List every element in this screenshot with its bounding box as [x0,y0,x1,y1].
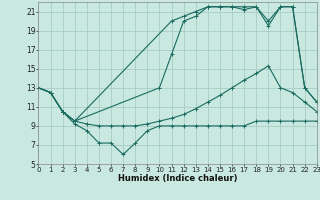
X-axis label: Humidex (Indice chaleur): Humidex (Indice chaleur) [118,174,237,183]
